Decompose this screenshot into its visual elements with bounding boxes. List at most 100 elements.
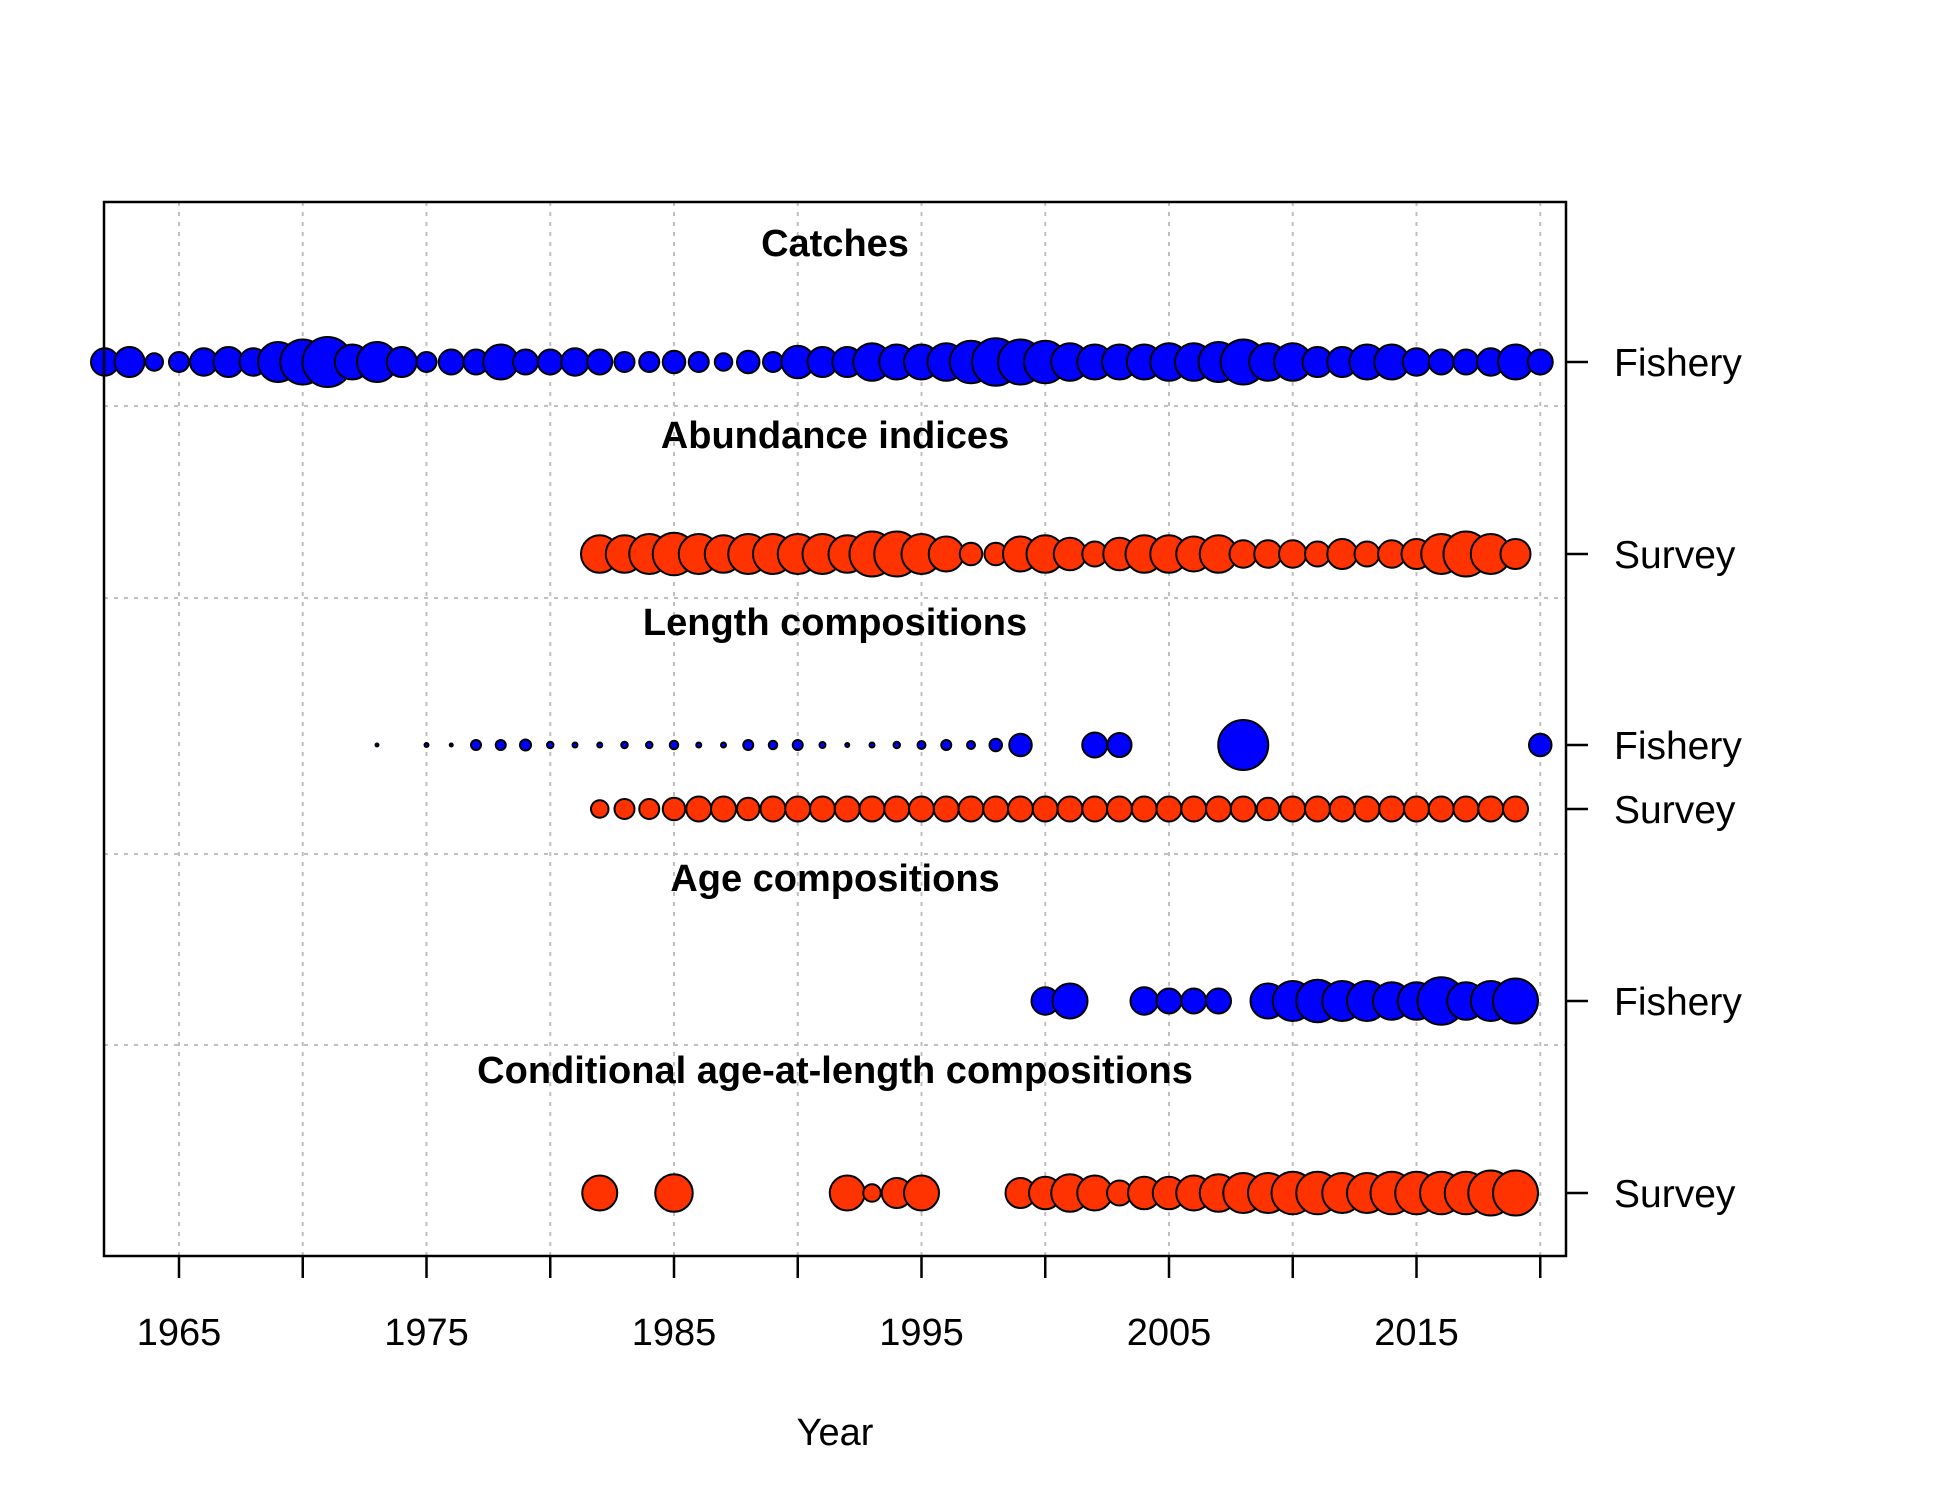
bubble-survey <box>1403 795 1430 823</box>
bubble-survey <box>908 795 935 823</box>
bubble-fishery <box>423 742 430 748</box>
bubble-fishery <box>1008 732 1033 758</box>
bubble-fishery <box>385 346 418 378</box>
bubble-survey <box>710 795 737 823</box>
bubble-fishery <box>818 741 827 749</box>
bubble-fishery <box>1155 987 1183 1015</box>
bubble-fishery <box>916 740 927 750</box>
bubble-survey <box>982 795 1010 823</box>
bubble-fishery <box>1081 731 1109 759</box>
bubble-fishery <box>519 738 532 752</box>
x-tick-label: 1995 <box>879 1312 964 1354</box>
row-label-survey: Survey <box>1614 789 1736 832</box>
bubble-survey <box>1031 795 1059 823</box>
bubble-fishery <box>1205 987 1232 1015</box>
x-tick-label: 2005 <box>1127 1312 1212 1354</box>
row-label-fishery: Fishery <box>1614 981 1742 1024</box>
bubble-survey <box>858 795 886 823</box>
bubble-fishery <box>892 740 901 750</box>
bubble-survey <box>613 798 636 820</box>
bubble-fishery <box>762 351 784 373</box>
bubble-fishery <box>966 740 976 750</box>
bubble-survey <box>1452 795 1480 823</box>
bubble-fishery <box>1051 982 1089 1020</box>
bubble-survey <box>590 799 610 819</box>
bubble-survey <box>1081 795 1109 823</box>
panel-title: Catches <box>761 223 909 265</box>
bubble-survey <box>862 1183 882 1203</box>
bubble-fishery <box>742 739 755 751</box>
bubble-fishery <box>613 351 636 373</box>
bubble-fishery <box>1180 987 1208 1015</box>
bubble-survey <box>736 796 761 822</box>
bubble-survey <box>1180 795 1208 823</box>
bubble-survey <box>883 795 911 823</box>
bubble-fishery <box>586 348 614 376</box>
bubble-survey <box>1278 539 1308 569</box>
x-axis-title: Year <box>797 1412 874 1454</box>
bubble-survey <box>1492 1169 1539 1217</box>
bubble-fishery <box>668 739 680 751</box>
bubble-survey <box>638 798 661 820</box>
bubble-survey <box>1253 539 1283 569</box>
bubble-fishery <box>844 742 851 748</box>
bubble-fishery <box>1492 977 1539 1025</box>
bubble-fishery <box>645 740 654 750</box>
bubble-fishery <box>868 741 876 749</box>
bubble-fishery <box>1526 348 1554 376</box>
bubble-survey <box>1229 795 1257 823</box>
bubble-fishery <box>168 351 190 373</box>
bubble-survey <box>927 535 965 573</box>
bubble-fishery <box>494 739 507 751</box>
x-tick-label: 1965 <box>137 1312 222 1354</box>
bubble-survey <box>1328 795 1356 823</box>
bubble-survey <box>1427 795 1455 823</box>
bubble-survey <box>1353 540 1381 568</box>
row-label-survey: Survey <box>1614 534 1736 577</box>
bubble-fishery <box>1129 986 1159 1016</box>
bubble-fishery <box>767 739 779 751</box>
plot-frame <box>102 200 1568 1258</box>
bubble-fishery <box>1528 732 1553 758</box>
bubble-survey <box>759 795 787 823</box>
x-tick-label: 1985 <box>632 1312 717 1354</box>
bubble-fishery <box>713 352 734 372</box>
row-label-fishery: Fishery <box>1614 725 1742 768</box>
bubble-survey <box>1279 795 1307 823</box>
bubble-fishery <box>437 348 465 376</box>
bubble-fishery <box>448 742 454 748</box>
bubble-survey <box>958 541 984 567</box>
bubble-survey <box>1378 795 1406 823</box>
bubble-fishery <box>695 741 703 749</box>
bubble-fishery <box>988 737 1003 753</box>
bubble-survey <box>784 795 812 823</box>
bubble-fishery <box>736 349 761 375</box>
bubble-survey <box>1056 795 1084 823</box>
bubble-survey <box>1228 539 1258 569</box>
bubble-survey <box>903 1174 940 1212</box>
grid-layer <box>104 202 1566 1256</box>
row-label-fishery: Fishery <box>1614 342 1742 385</box>
bubble-fishery <box>536 348 564 376</box>
bubble-fishery <box>546 740 555 750</box>
bubble-fishery <box>1217 719 1270 771</box>
bubble-fishery <box>144 352 164 372</box>
bubble-survey <box>1353 795 1381 823</box>
bubble-survey <box>1130 795 1158 823</box>
bubble-survey <box>833 795 861 823</box>
bubble-survey <box>1255 796 1281 822</box>
bubble-fishery <box>571 741 579 749</box>
bubble-fishery <box>1427 348 1455 376</box>
bubble-fishery <box>638 351 661 373</box>
bubble-survey <box>1477 795 1505 823</box>
bubble-fishery <box>1452 348 1480 376</box>
panel-title: Conditional age-at-length compositions <box>477 1050 1193 1092</box>
bubble-fishery <box>374 742 380 748</box>
bubble-fishery <box>661 349 687 375</box>
label-layer: Catches Fishery Abundance indices Survey Len… <box>477 223 1742 1216</box>
bubble-survey <box>932 795 960 823</box>
bubble-survey <box>1106 795 1133 823</box>
bubble-survey <box>1304 795 1331 823</box>
bubble-survey <box>957 795 985 823</box>
